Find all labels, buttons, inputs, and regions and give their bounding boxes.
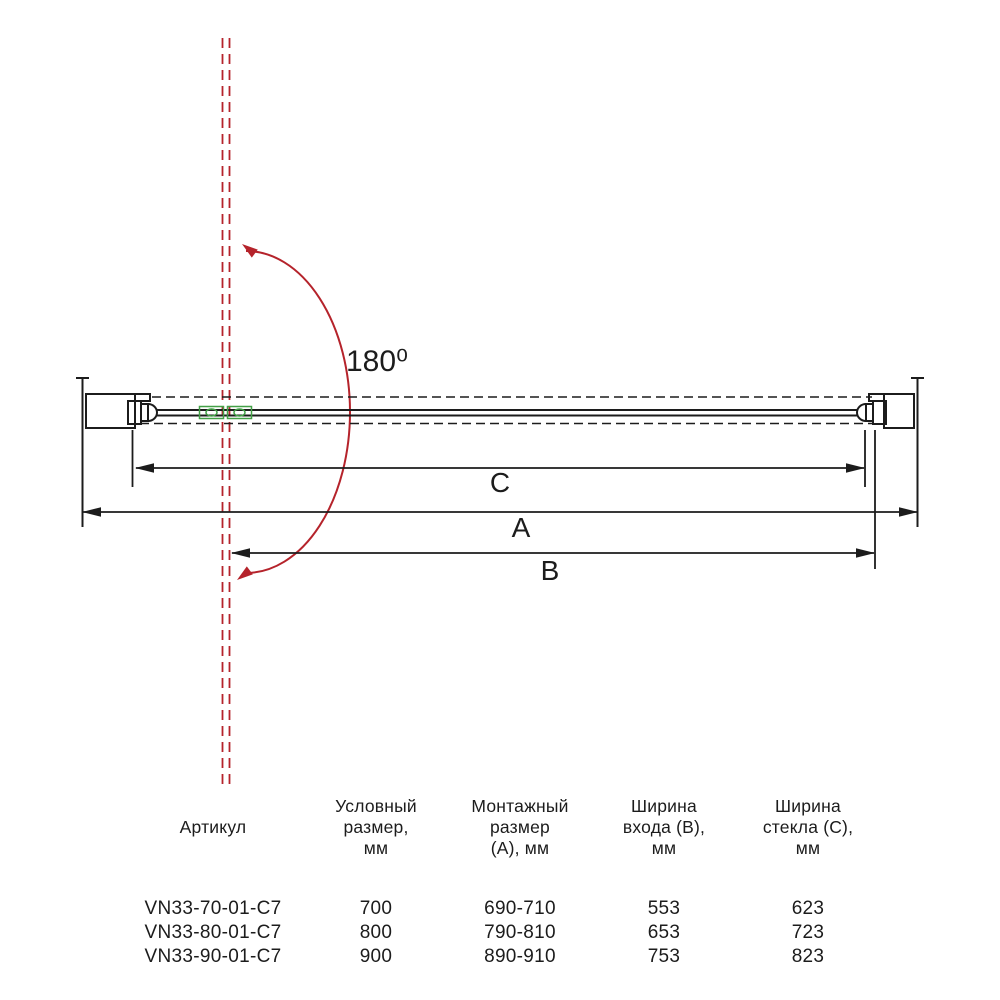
cell-glass-width: 723 [791,922,825,943]
header-row: Артикул Условный размер, мм Монтажный ра… [120,792,882,862]
rotation-arc-arrowheads [237,244,258,580]
header-line: Монтажный [471,795,569,816]
header-line: (А), мм [490,837,550,858]
rotation-arc [245,250,351,574]
dimension-b [232,430,876,569]
header-line: Ширина [775,795,841,816]
left-wall-profile [76,377,158,527]
header-line: размер [490,816,550,837]
cell-mounting-size: 890-910 [484,946,556,967]
col-header-article: Артикул [120,792,306,862]
pivot-hinge-detail [198,405,253,420]
cell-nominal-size: 700 [359,898,393,919]
dimension-arrowheads [82,463,918,558]
header-line: размер, [343,816,409,837]
rotation-angle-label: 180⁰ [346,345,409,378]
cell-mounting-size: 790-810 [484,922,556,943]
cell-article: VN33-70-01-C7 [144,898,282,919]
dimension-c-label: C [489,467,511,498]
cell-glass-width: 623 [791,898,825,919]
glass-panel [157,409,858,417]
header-line: мм [651,837,677,858]
dimension-a-label: A [511,512,531,543]
cell-nominal-size: 900 [359,946,393,967]
header-line: входа (В), [622,816,706,837]
table-row: VN33-80-01-C7 800 790-810 653 723 [120,921,882,945]
col-header-glass-width: Ширина стекла (С), мм [734,792,882,862]
col-header-mounting-size: Монтажный размер (А), мм [446,792,594,862]
cell-entrance-width: 653 [647,922,681,943]
header-line: мм [795,837,821,858]
header-line: Ширина [631,795,697,816]
door-section-drawing [76,377,924,569]
hinge-axis-lines [221,38,231,790]
header-line: Условный [335,795,417,816]
cell-glass-width: 823 [791,946,825,967]
cell-entrance-width: 553 [647,898,681,919]
cell-article: VN33-80-01-C7 [144,922,282,943]
door-swing-dashed-lines [140,396,872,425]
table-row: VN33-70-01-C7 700 690-710 553 623 [120,897,882,921]
cell-article: VN33-90-01-C7 [144,946,282,967]
header-line: стекла (С), [762,816,854,837]
col-header-nominal-size: Условный размер, мм [306,792,446,862]
cell-mounting-size: 690-710 [484,898,556,919]
size-table-header: Артикул Условный размер, мм Монтажный ра… [120,792,882,862]
table-row: VN33-90-01-C7 900 890-910 753 823 [120,945,882,969]
right-wall-profile [856,377,924,527]
dimension-b-label: B [540,555,560,586]
cell-nominal-size: 800 [359,922,393,943]
cell-entrance-width: 753 [647,946,681,967]
dimension-c [131,430,866,487]
header-line: Артикул [179,816,247,837]
size-table-body: VN33-70-01-C7 700 690-710 553 623 VN33-8… [120,897,882,969]
header-line: мм [363,837,389,858]
col-header-entrance-width: Ширина входа (В), мм [594,792,734,862]
